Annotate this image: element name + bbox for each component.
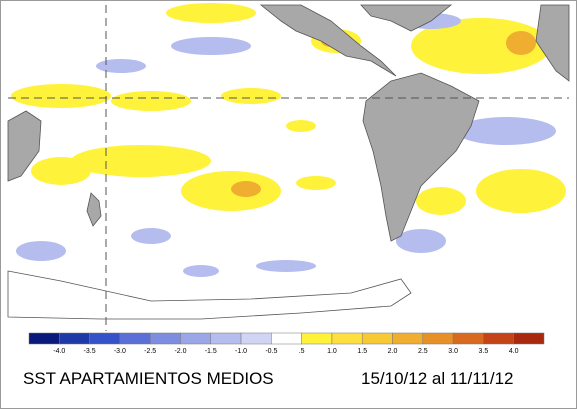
- colorbar-swatch: [422, 332, 454, 345]
- colorbar-label: 4.0: [509, 348, 519, 355]
- colorbar-label: 2.0: [388, 348, 398, 355]
- colorbar-swatch: [331, 332, 363, 345]
- colorbar-label: -3.0: [114, 348, 126, 355]
- colorbar-label: -2.5: [144, 348, 156, 355]
- cool-anomalies: [16, 13, 556, 277]
- colorbar-label: 2.5: [418, 348, 428, 355]
- colorbar-swatch: [392, 332, 424, 345]
- colorbar-swatch: [271, 332, 302, 345]
- colorbar-swatch: [361, 332, 393, 345]
- colorbar-label: -1.0: [235, 348, 247, 355]
- colorbar: -4.0 -3.5 -3.0 -2.5 -2.0 -1.5 -1.0 -0.5 .5 1.0 1.5…: [28, 332, 545, 355]
- land: [7, 4, 570, 320]
- colorbar-swatch: [301, 332, 333, 345]
- colorbar-label: 3.5: [479, 348, 489, 355]
- map-title: SST APARTAMIENTOS MEDIOS: [23, 369, 274, 388]
- colorbar-swatch: [483, 332, 514, 345]
- colorbar-label: 1.0: [327, 348, 337, 355]
- colorbar-swatch: [180, 332, 212, 345]
- colorbar-swatch: [210, 332, 242, 345]
- colorbar-swatch: [240, 332, 272, 345]
- colorbar-label: 1.5: [357, 348, 367, 355]
- colorbar-label: -2.0: [174, 348, 186, 355]
- colorbar-label: -3.5: [84, 348, 96, 355]
- colorbar-label: 3.0: [448, 348, 458, 355]
- colorbar-label: -4.0: [53, 348, 65, 355]
- colorbar-label: .5: [299, 348, 305, 355]
- colorbar-swatch: [59, 332, 90, 345]
- colorbar-label: -1.5: [205, 348, 217, 355]
- colorbar-swatch: [452, 332, 484, 345]
- colorbar-swatch: [149, 332, 181, 345]
- colorbar-label: -0.5: [265, 348, 277, 355]
- colorbar-swatch: [28, 332, 60, 345]
- colorbar-swatch: [119, 332, 151, 345]
- colorbar-swatch: [513, 332, 545, 345]
- period: 15/10/12 al 11/11/12: [361, 369, 514, 388]
- colorbar-swatch: [89, 332, 121, 345]
